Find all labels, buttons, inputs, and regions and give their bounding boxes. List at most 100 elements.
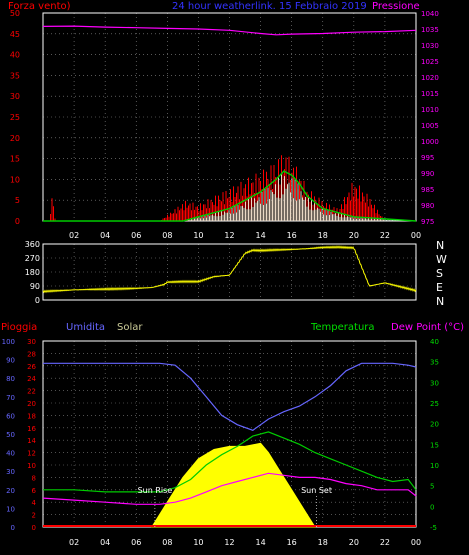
rain-tick: 6 <box>32 487 37 495</box>
rain-tick: 16 <box>27 425 36 433</box>
humidity-tick: 40 <box>6 450 15 458</box>
humidity-tick: 0 <box>11 524 15 532</box>
panel1-right-tick: 1015 <box>421 90 439 98</box>
rain-tick: 28 <box>27 350 36 358</box>
panel2-y-tick: 0 <box>35 296 40 305</box>
humidity-tick: 50 <box>6 431 15 439</box>
rain-tick: 2 <box>32 512 36 520</box>
panel1-right-tick: 990 <box>421 170 434 178</box>
humidity-axis-title: Umidita <box>66 322 106 333</box>
panel3-x-tick: 14 <box>255 538 265 547</box>
pressure-line <box>42 25 417 36</box>
dew-point-axis-title: Dew Point (°C) <box>391 322 465 333</box>
temperature-line <box>43 431 417 493</box>
panel1-x-tick: 18 <box>318 231 328 240</box>
rain-tick: 12 <box>27 450 36 458</box>
solar-axis-title: Solar <box>117 322 143 333</box>
rain-axis-title: Pioggia <box>1 322 38 333</box>
rain-tick: 0 <box>32 524 36 532</box>
panel3-x-tick: 10 <box>193 538 203 547</box>
panel1-x-tick: 06 <box>131 231 141 240</box>
panel1-left-tick: 15 <box>10 155 20 164</box>
rain-tick: 10 <box>27 462 36 470</box>
humidity-tick: 70 <box>6 394 15 402</box>
temperature-axis-title: Temperatura <box>311 322 375 333</box>
temp-tick: 20 <box>430 421 439 429</box>
pressure-axis-title: Pressione <box>372 1 420 12</box>
temp-tick: 15 <box>430 441 439 449</box>
panel1-left-tick: 50 <box>10 9 20 18</box>
panel1-x-tick: 20 <box>349 231 359 240</box>
compass-e: E <box>436 281 443 294</box>
rain-tick: 20 <box>27 400 36 408</box>
panel2-y-tick: 90 <box>30 282 40 291</box>
temp-tick: -5 <box>430 524 437 532</box>
humidity-tick: 10 <box>6 505 15 513</box>
panel1-x-tick: 16 <box>287 231 297 240</box>
panel2-y-tick: 270 <box>25 254 40 263</box>
humidity-line <box>43 362 417 431</box>
humidity-tick: 80 <box>6 375 15 383</box>
temp-tick: 40 <box>430 338 439 346</box>
solar-area <box>150 442 316 528</box>
rain-tick: 30 <box>27 338 36 346</box>
temp-tick: 30 <box>430 379 439 387</box>
panel1-left-tick: 30 <box>10 92 20 101</box>
compass-n-top: N <box>436 239 445 252</box>
panel1-right-tick: 1040 <box>421 10 439 18</box>
rain-tick: 4 <box>32 499 37 507</box>
wind-avg-line <box>43 170 417 222</box>
humidity-tick: 20 <box>6 487 15 495</box>
panel1-right-tick: 985 <box>421 186 434 194</box>
rain-tick: 8 <box>32 474 36 482</box>
panel1-x-tick: 12 <box>224 231 234 240</box>
compass-w: W <box>436 253 447 266</box>
panel1-x-tick: 02 <box>69 231 79 240</box>
panel1-x-tick: 22 <box>380 231 390 240</box>
panel3-x-tick: 20 <box>349 538 359 547</box>
panel1-right-tick: 1030 <box>421 42 439 50</box>
panel1-right-tick: 1020 <box>421 74 439 82</box>
sun-set-label: Sun Set <box>301 486 332 495</box>
panel3-x-tick: 06 <box>131 538 141 547</box>
wind-direction-line <box>42 245 417 294</box>
panel1-x-tick: 10 <box>193 231 203 240</box>
panel3-x-tick: 02 <box>69 538 79 547</box>
rain-tick: 14 <box>27 437 36 445</box>
humidity-tick: 30 <box>6 468 15 476</box>
dew-point-line <box>42 472 417 505</box>
panel1-right-tick: 975 <box>421 218 434 226</box>
wind-low-bars <box>188 174 398 221</box>
panel1-left-tick: 35 <box>10 71 20 80</box>
panel3-x-tick: 16 <box>287 538 297 547</box>
panel1-left-tick: 45 <box>10 30 20 39</box>
panel1-right-tick: 1000 <box>421 138 439 146</box>
panel3-x-tick: 18 <box>318 538 328 547</box>
panel1-x-tick: 00 <box>411 231 421 240</box>
panel1-right-tick: 995 <box>421 154 434 162</box>
panel1-left-tick: 10 <box>10 175 20 184</box>
humidity-tick: 60 <box>6 412 15 420</box>
panel3-x-tick: 12 <box>224 538 234 547</box>
panel1-x-tick: 14 <box>255 231 265 240</box>
panel1-right-tick: 980 <box>421 202 434 210</box>
rain-tick: 26 <box>27 363 36 371</box>
panel3-x-tick: 00 <box>411 538 421 547</box>
chart-date-title: 24 hour weatherlink. 15 Febbraio 2019 <box>172 1 367 12</box>
humidity-tick: 100 <box>2 338 15 346</box>
temp-tick: 35 <box>430 359 439 367</box>
panel1-right-tick: 1005 <box>421 122 439 130</box>
panel2-y-tick: 360 <box>25 240 40 249</box>
panel3-x-tick: 22 <box>380 538 390 547</box>
sun-rise-label: Sun Rise <box>138 486 173 495</box>
humidity-tick: 90 <box>6 357 15 365</box>
panel1-left-tick: 40 <box>10 51 20 60</box>
compass-s: S <box>436 267 443 280</box>
panel1-right-tick: 1025 <box>421 58 439 66</box>
panel1-left-tick: 0 <box>15 217 20 226</box>
panel1-left-tick: 5 <box>15 196 20 205</box>
rain-tick: 18 <box>27 412 36 420</box>
panel1-left-tick: 20 <box>10 134 20 143</box>
panel3-x-tick: 08 <box>162 538 172 547</box>
